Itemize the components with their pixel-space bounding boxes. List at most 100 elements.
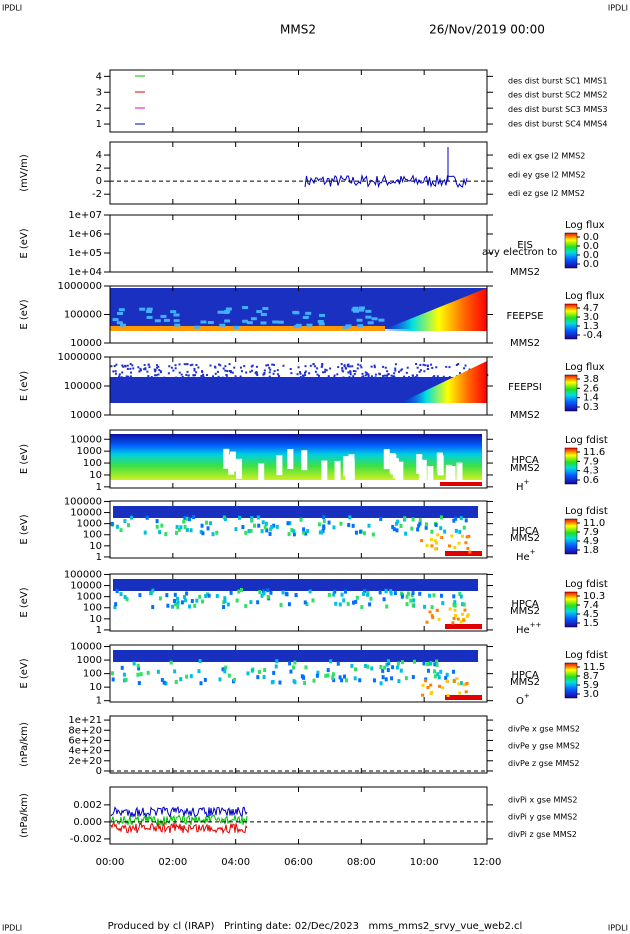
colorbar-tick-label: 7.9 bbox=[583, 527, 599, 538]
pixel-block bbox=[333, 376, 336, 379]
pixel-block bbox=[183, 598, 187, 603]
pixel-block bbox=[384, 366, 387, 369]
pixel-block bbox=[143, 530, 147, 535]
pixel-block bbox=[115, 363, 118, 366]
pixel-block bbox=[316, 367, 319, 370]
pixel-block bbox=[218, 363, 221, 366]
pixel-block bbox=[192, 374, 195, 377]
pixel-block bbox=[174, 364, 177, 367]
pixel-block bbox=[344, 379, 347, 382]
pixel-block bbox=[139, 369, 142, 372]
pixel-block bbox=[455, 677, 459, 681]
pixel-block bbox=[128, 379, 131, 382]
instrument: HPCA bbox=[511, 599, 539, 610]
pixel-block bbox=[143, 368, 146, 371]
mission: MMS2 bbox=[510, 606, 540, 617]
pixel-block bbox=[465, 614, 469, 618]
colorbar-tick-label: 4.9 bbox=[583, 536, 599, 547]
pixel-block bbox=[412, 659, 416, 664]
pixel-block bbox=[130, 515, 134, 520]
hot-region bbox=[380, 288, 487, 331]
y-axis-label: E (eV) bbox=[19, 228, 30, 258]
y-tick-label: 10000 bbox=[70, 410, 102, 421]
pixel-block bbox=[405, 594, 409, 599]
pixel-block bbox=[110, 521, 114, 526]
mission: MMS2 bbox=[510, 410, 540, 421]
pixel-block bbox=[146, 315, 153, 319]
y-tick-label: 2e+20 bbox=[68, 756, 102, 767]
pixel-block bbox=[218, 677, 222, 682]
pixel-block bbox=[364, 374, 367, 377]
pixel-block bbox=[322, 371, 325, 374]
pixel-block bbox=[388, 380, 391, 383]
x-tick-label: 02:00 bbox=[158, 857, 187, 868]
y-tick-label: 4 bbox=[96, 71, 102, 82]
pixel-block bbox=[173, 669, 177, 674]
pixel-block bbox=[446, 693, 450, 697]
pixel-block bbox=[144, 367, 147, 370]
pixel-block bbox=[178, 371, 181, 374]
pixel-block bbox=[458, 529, 462, 534]
pixel-block bbox=[216, 370, 219, 373]
mission: MMS2 bbox=[510, 338, 540, 349]
pixel-block bbox=[324, 673, 328, 678]
pixel-block bbox=[304, 531, 308, 536]
pixel-block bbox=[383, 374, 386, 377]
pixel-block bbox=[395, 528, 399, 533]
pixel-block bbox=[364, 663, 368, 668]
pixel-block bbox=[288, 521, 292, 526]
pixel-block bbox=[389, 378, 392, 381]
pixel-block bbox=[224, 309, 231, 313]
pixel-block bbox=[417, 523, 421, 528]
pixel-block bbox=[422, 363, 425, 366]
y-tick-label: -2 bbox=[92, 189, 102, 200]
pixel-block bbox=[127, 375, 130, 378]
pixel-block bbox=[262, 307, 269, 311]
pixel-block bbox=[165, 593, 169, 598]
y-tick-label: 100 bbox=[83, 669, 102, 680]
pixel-block bbox=[447, 544, 451, 548]
pixel-block bbox=[177, 527, 181, 532]
pixel-block bbox=[427, 593, 431, 598]
pixel-block bbox=[276, 455, 283, 476]
pixel-block bbox=[316, 670, 320, 675]
pixel-block bbox=[235, 598, 239, 603]
pixel-block bbox=[432, 593, 436, 598]
pixel-block bbox=[137, 666, 141, 671]
colorbar-title: Log flux bbox=[565, 220, 605, 231]
pixel-block bbox=[205, 592, 209, 597]
pixel-block bbox=[261, 520, 265, 525]
pixel-block bbox=[441, 686, 445, 690]
pixel-block bbox=[113, 365, 116, 368]
y-tick-label: 1e+04 bbox=[68, 267, 102, 278]
pixel-block bbox=[174, 679, 178, 684]
pixel-block bbox=[114, 370, 117, 373]
pixel-block bbox=[246, 376, 249, 379]
pixel-block bbox=[202, 375, 205, 378]
pixel-block bbox=[345, 324, 352, 328]
pixel-block bbox=[256, 310, 263, 314]
pixel-block bbox=[201, 599, 205, 604]
pixel-block bbox=[189, 380, 192, 383]
pixel-block bbox=[338, 602, 342, 607]
y-axis-label: E (eV) bbox=[19, 299, 30, 329]
pixel-block bbox=[117, 379, 120, 382]
pixel-block bbox=[304, 370, 307, 373]
pixel-block bbox=[346, 601, 350, 606]
pixel-block bbox=[400, 594, 404, 599]
pixel-block bbox=[382, 374, 385, 377]
pixel-block bbox=[392, 458, 399, 479]
pixel-block bbox=[399, 668, 403, 673]
pixel-block bbox=[349, 370, 352, 373]
pixel-block bbox=[466, 546, 470, 550]
pixel-block bbox=[416, 376, 419, 379]
pixel-block bbox=[411, 603, 415, 608]
y-tick-label: -0.002 bbox=[70, 834, 102, 845]
pixel-block bbox=[419, 363, 422, 366]
pixel-block bbox=[160, 678, 164, 683]
pixel-block bbox=[131, 364, 134, 367]
pixel-block bbox=[268, 531, 272, 536]
pixel-block bbox=[174, 367, 177, 370]
pixel-block bbox=[116, 377, 119, 380]
